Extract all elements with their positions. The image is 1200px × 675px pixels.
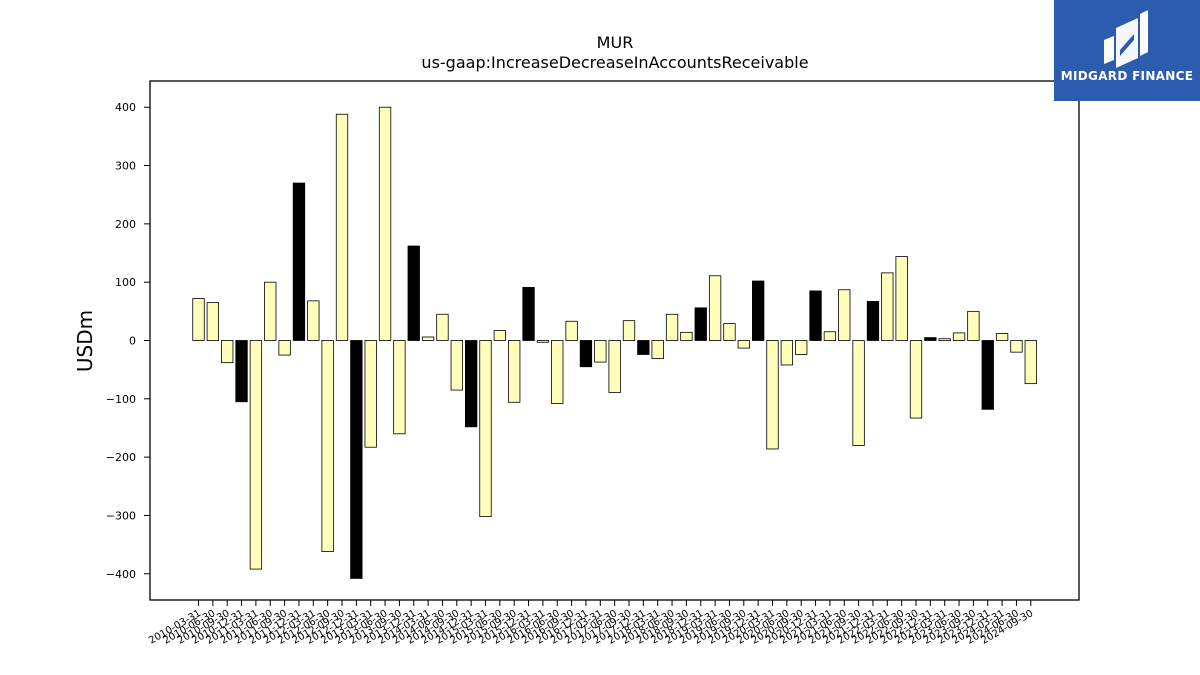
bar-2010-03-31 <box>192 298 205 341</box>
bar-2017-03-31 <box>594 340 607 363</box>
bar-2019-12-31 <box>752 280 765 341</box>
bar-2013-06-30 <box>378 106 392 341</box>
y-tick-label: 200 <box>115 218 136 231</box>
bar-2011-06-30 <box>264 281 277 341</box>
y-tick-label: 0 <box>129 335 136 348</box>
y-tick-label: −400 <box>106 568 136 581</box>
plot-frame <box>149 80 1080 601</box>
bar-2012-12-31 <box>350 340 363 579</box>
bar-2021-12-31 <box>866 301 880 341</box>
bar-2011-12-31 <box>292 182 306 341</box>
bar-2016-06-30 <box>551 340 564 404</box>
bar-2014-09-30 <box>450 340 463 391</box>
bar-2010-12-31 <box>235 340 248 403</box>
bar-2016-03-31 <box>536 340 550 343</box>
bar-2010-09-30 <box>221 340 234 364</box>
bar-2023-03-31 <box>938 338 951 341</box>
y-tick-label: −100 <box>106 393 136 406</box>
bar-2020-09-30 <box>795 340 808 355</box>
bar-2019-03-31 <box>708 275 722 341</box>
bar-2010-06-30 <box>206 302 220 341</box>
logo-text: MIDGARD FINANCE <box>1060 69 1194 83</box>
bar-2016-09-30 <box>565 320 578 341</box>
bar-2021-06-30 <box>838 289 851 341</box>
bar-2018-12-31 <box>694 307 707 341</box>
bar-2022-09-30 <box>909 340 923 419</box>
bar-2022-03-31 <box>881 272 894 341</box>
bar-2012-06-30 <box>321 340 334 553</box>
bar-2015-06-30 <box>493 330 507 341</box>
bar-2014-03-31 <box>421 336 435 341</box>
bar-2011-03-31 <box>249 340 263 570</box>
bar-2020-12-31 <box>809 290 822 341</box>
chart-subtitle: us-gaap:IncreaseDecreaseInAccountsReceiv… <box>421 53 808 72</box>
bar-2022-12-31 <box>924 337 937 341</box>
bar-2024-06-30 <box>1010 340 1023 353</box>
bar-2021-03-31 <box>823 331 837 341</box>
bars-group <box>192 106 1037 579</box>
bar-2023-12-31 <box>981 340 994 410</box>
chart-title: MUR <box>597 33 634 52</box>
y-ticks-group: −400 −300 −200 −100 0 100 200 300 400 <box>106 101 150 581</box>
bar-2020-03-31 <box>766 340 779 450</box>
bar-2020-06-30 <box>780 340 793 366</box>
bar-2016-12-31 <box>579 340 593 368</box>
x-ticks-group: 2010-03-312010-06-302010-09-302010-12-31… <box>147 600 1035 647</box>
bar-2024-09-30 <box>1024 340 1037 385</box>
bar-2018-06-30 <box>665 313 679 341</box>
bar-2023-09-30 <box>967 310 980 341</box>
bar-2015-12-31 <box>522 287 535 341</box>
bar-2017-12-31 <box>637 340 650 355</box>
bar-2015-09-30 <box>508 340 521 403</box>
bar-2013-09-30 <box>393 340 406 435</box>
bar-2014-06-30 <box>436 313 449 341</box>
bar-2012-03-31 <box>307 300 320 341</box>
bar-2018-09-30 <box>680 331 693 341</box>
logo-mark-icon <box>1104 10 1148 68</box>
bar-2017-09-30 <box>622 320 636 341</box>
y-axis-label: USDm <box>73 310 97 372</box>
y-tick-label: 300 <box>115 160 136 173</box>
bar-2011-09-30 <box>278 340 291 356</box>
bar-2013-03-31 <box>364 340 377 448</box>
brand-logo: MIDGARD FINANCE <box>1054 0 1200 101</box>
bar-2019-06-30 <box>723 323 736 341</box>
bar-2022-06-30 <box>895 256 908 341</box>
bar-2013-12-31 <box>407 245 420 341</box>
bar-2014-12-31 <box>464 340 478 428</box>
y-tick-label: −300 <box>106 509 136 522</box>
y-tick-label: −200 <box>106 451 136 464</box>
bar-2015-03-31 <box>479 340 492 518</box>
y-tick-label: 400 <box>115 101 136 114</box>
bar-2012-09-30 <box>335 113 349 341</box>
bar-2019-09-30 <box>737 340 750 349</box>
bar-2024-03-31 <box>995 333 1009 341</box>
bar-2017-06-30 <box>608 340 621 393</box>
bar-2018-03-31 <box>651 340 664 359</box>
bar-2023-06-30 <box>952 332 966 341</box>
bar-2021-09-30 <box>852 340 865 446</box>
y-tick-label: 100 <box>115 276 136 289</box>
